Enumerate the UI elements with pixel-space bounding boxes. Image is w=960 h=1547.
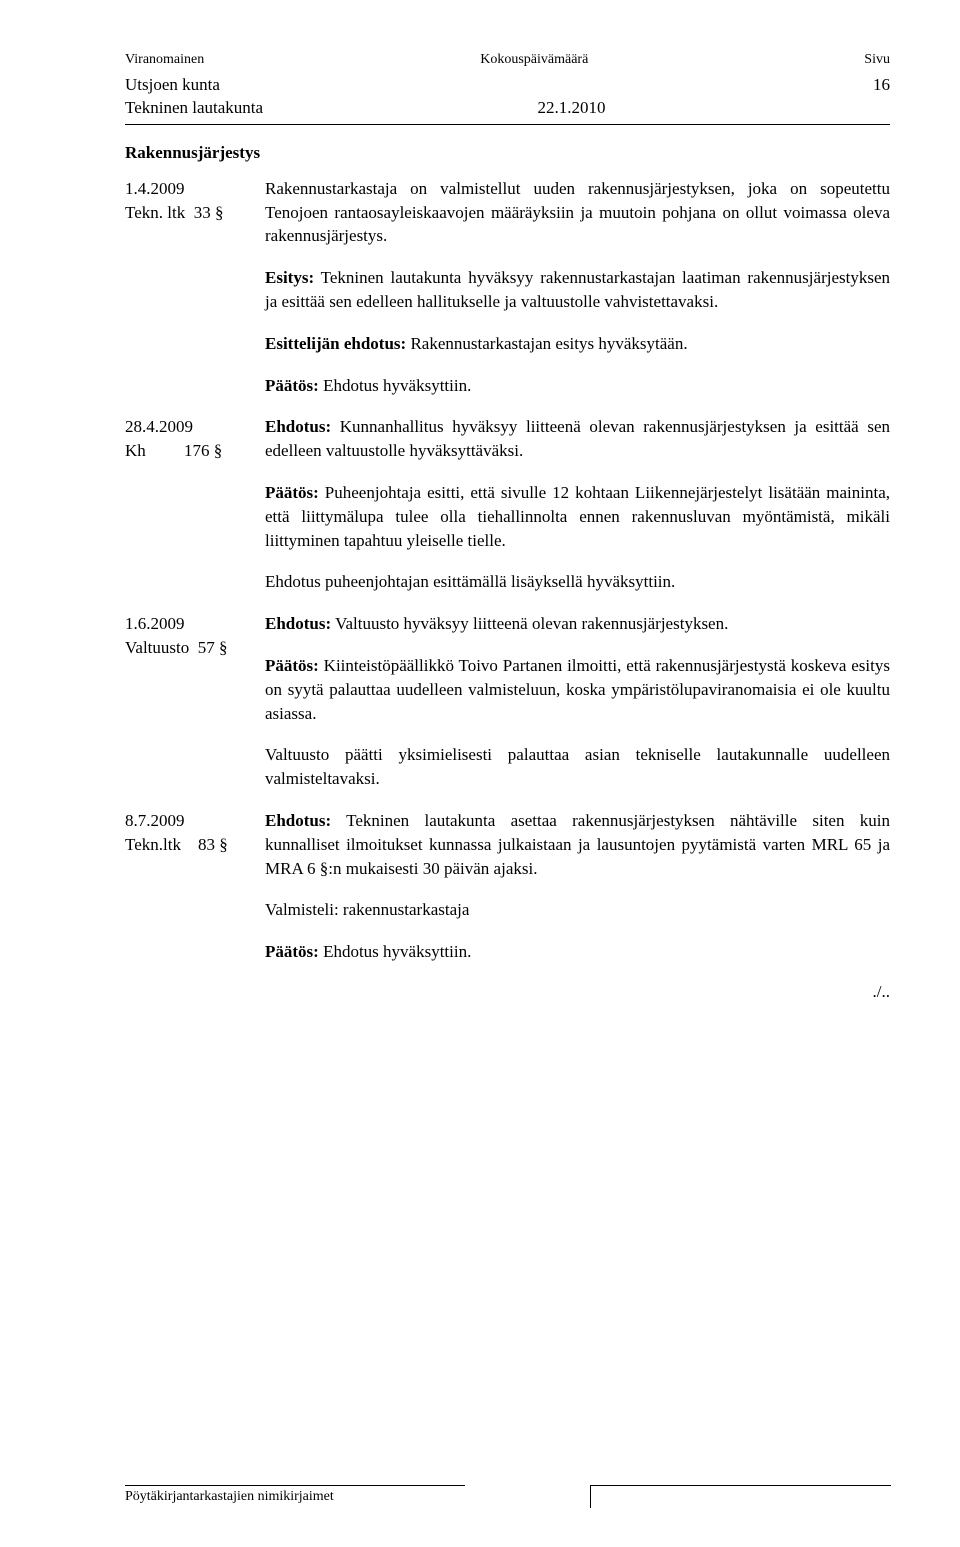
section-title: Rakennusjärjestys (125, 143, 890, 163)
body-column: Ehdotus: Kunnanhallitus hyväksyy liittee… (265, 415, 890, 594)
entry: 1.6.2009Valtuusto 57 §Ehdotus: Valtuusto… (125, 612, 890, 791)
subheader-left: Utsjoen kunta Tekninen lautakunta (125, 74, 445, 120)
reference-line: Tekn. ltk 33 § (125, 201, 265, 225)
bold-text: Päätös: (265, 656, 319, 675)
header-line: Viranomainen Kokouspäivämäärä Sivu (125, 52, 890, 68)
text-run: Ehdotus puheenjohtajan esittämällä lisäy… (265, 572, 675, 591)
subheader-mid: 22.1.2010 (538, 74, 738, 120)
reference-line: 8.7.2009 (125, 809, 265, 833)
text-run: Rakennustarkastajan esitys hyväksytään. (406, 334, 687, 353)
body-column: Ehdotus: Tekninen lautakunta asettaa rak… (265, 809, 890, 964)
reference-line: Tekn.ltk 83 § (125, 833, 265, 857)
text-run: Valtuusto hyväksyy liitteenä olevan rake… (331, 614, 728, 633)
footer-label: Pöytäkirjantarkastajien nimikirjaimet (125, 1485, 465, 1505)
bold-text: Ehdotus: (265, 417, 331, 436)
paragraph: Ehdotus: Tekninen lautakunta asettaa rak… (265, 809, 890, 880)
entry: 8.7.2009Tekn.ltk 83 §Ehdotus: Tekninen l… (125, 809, 890, 964)
divider (125, 124, 890, 125)
bold-text: Päätös: (265, 942, 319, 961)
entry: 1.4.2009Tekn. ltk 33 §Rakennustarkastaja… (125, 177, 890, 398)
meeting-date: 22.1.2010 (538, 97, 738, 120)
reference-line: 1.6.2009 (125, 612, 265, 636)
text-run: Kunnanhallitus hyväksyy liitteenä olevan… (265, 417, 890, 460)
continuation-mark: ./.. (125, 982, 890, 1002)
text-run: Valtuusto päätti yksimielisesti palautta… (265, 745, 890, 788)
reference-column: 1.6.2009Valtuusto 57 § (125, 612, 265, 791)
paragraph: Päätös: Ehdotus hyväksyttiin. (265, 940, 890, 964)
text-run: Ehdotus hyväksyttiin. (319, 376, 472, 395)
body-column: Ehdotus: Valtuusto hyväksyy liitteenä ol… (265, 612, 890, 791)
paragraph: Ehdotus puheenjohtajan esittämällä lisäy… (265, 570, 890, 594)
header-right: Sivu (864, 52, 890, 68)
paragraph: Esittelijän ehdotus: Rakennustarkastajan… (265, 332, 890, 356)
document-page: Viranomainen Kokouspäivämäärä Sivu Utsjo… (0, 0, 960, 1547)
paragraph: Ehdotus: Kunnanhallitus hyväksyy liittee… (265, 415, 890, 463)
page-footer: Pöytäkirjantarkastajien nimikirjaimet (125, 1485, 890, 1505)
entries-container: 1.4.2009Tekn. ltk 33 §Rakennustarkastaja… (125, 177, 890, 964)
paragraph: Rakennustarkastaja on valmistellut uuden… (265, 177, 890, 248)
paragraph: Päätös: Ehdotus hyväksyttiin. (265, 374, 890, 398)
page-number: 16 (830, 74, 890, 97)
board: Tekninen lautakunta (125, 97, 445, 120)
municipality: Utsjoen kunta (125, 74, 445, 97)
paragraph: Päätös: Puheenjohtaja esitti, että sivul… (265, 481, 890, 552)
bold-text: Esittelijän ehdotus: (265, 334, 406, 353)
paragraph: Valmisteli: rakennustarkastaja (265, 898, 890, 922)
text-run: Tekninen lautakunta asettaa rakennusjärj… (265, 811, 890, 878)
paragraph: Ehdotus: Valtuusto hyväksyy liitteenä ol… (265, 612, 890, 636)
subheader: Utsjoen kunta Tekninen lautakunta 22.1.2… (125, 74, 890, 120)
paragraph: Valtuusto päätti yksimielisesti palautta… (265, 743, 890, 791)
text-run: Valmisteli: rakennustarkastaja (265, 900, 469, 919)
reference-line: Kh 176 § (125, 439, 265, 463)
entry: 28.4.2009Kh 176 §Ehdotus: Kunnanhallitus… (125, 415, 890, 594)
reference-line: 28.4.2009 (125, 415, 265, 439)
text-run: Rakennustarkastaja on valmistellut uuden… (265, 179, 890, 246)
bold-text: Ehdotus: (265, 614, 331, 633)
header-left: Viranomainen (125, 52, 204, 68)
bold-text: Päätös: (265, 483, 319, 502)
body-column: Rakennustarkastaja on valmistellut uuden… (265, 177, 890, 398)
text-run: Puheenjohtaja esitti, että sivulle 12 ko… (265, 483, 890, 550)
reference-column: 28.4.2009Kh 176 § (125, 415, 265, 594)
reference-line: Valtuusto 57 § (125, 636, 265, 660)
reference-line: 1.4.2009 (125, 177, 265, 201)
reference-column: 1.4.2009Tekn. ltk 33 § (125, 177, 265, 398)
bold-text: Päätös: (265, 376, 319, 395)
footer-box (590, 1485, 891, 1508)
header-mid: Kokouspäivämäärä (480, 52, 588, 68)
paragraph: Päätös: Kiinteistöpäällikkö Toivo Partan… (265, 654, 890, 725)
text-run: Kiinteistöpäällikkö Toivo Partanen ilmoi… (265, 656, 890, 723)
text-run: Tekninen lautakunta hyväksyy rakennustar… (265, 268, 890, 311)
bold-text: Ehdotus: (265, 811, 331, 830)
bold-text: Esitys: (265, 268, 314, 287)
paragraph: Esitys: Tekninen lautakunta hyväksyy rak… (265, 266, 890, 314)
text-run: Ehdotus hyväksyttiin. (319, 942, 472, 961)
subheader-right: 16 (830, 74, 890, 120)
reference-column: 8.7.2009Tekn.ltk 83 § (125, 809, 265, 964)
